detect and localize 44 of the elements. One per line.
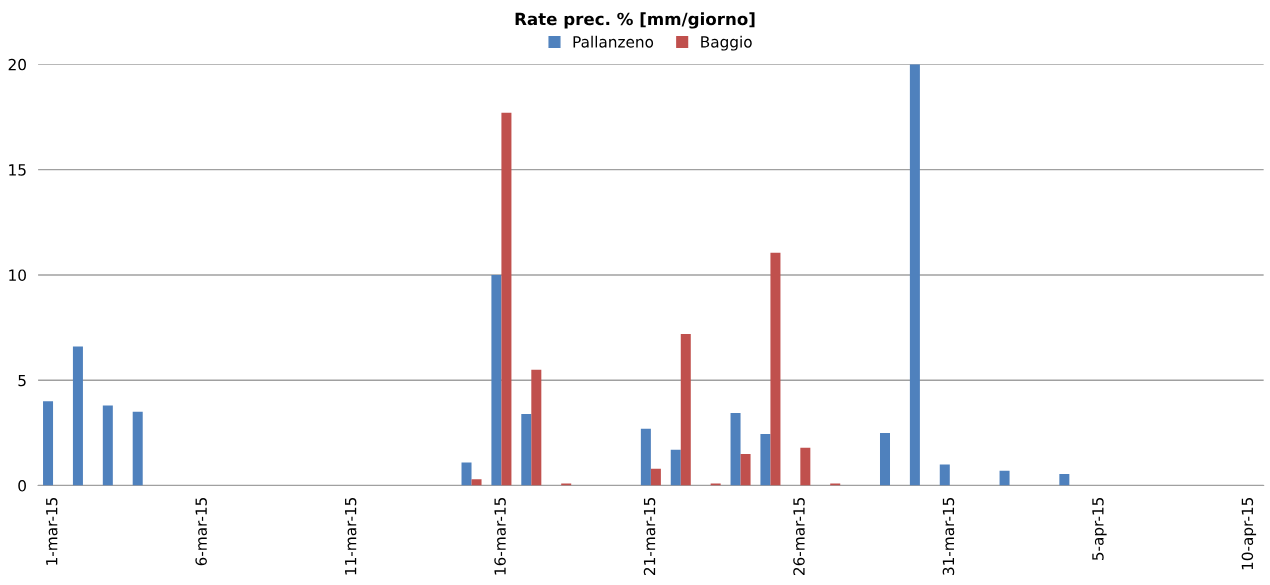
y-tick-label: 0 bbox=[18, 480, 26, 492]
bar bbox=[670, 449, 681, 486]
bar bbox=[501, 112, 512, 486]
chart-title: Rate prec. % [mm/giorno] bbox=[515, 12, 755, 29]
x-tick-label: 1-mar-15 bbox=[46, 497, 58, 565]
bar bbox=[650, 468, 661, 486]
bar bbox=[999, 470, 1010, 486]
y-tick-label: 5 bbox=[18, 374, 26, 387]
legend-label: Pallanzeno bbox=[573, 35, 654, 48]
bar bbox=[43, 401, 54, 486]
x-tick-label: 21-mar-15 bbox=[643, 497, 656, 575]
y-tick-label: 10 bbox=[9, 269, 26, 281]
y-tick-label: 20 bbox=[8, 58, 26, 71]
bar bbox=[830, 483, 841, 486]
bar bbox=[521, 413, 532, 486]
bar bbox=[740, 453, 751, 486]
x-tick-label: 16-mar-15 bbox=[494, 497, 506, 575]
x-tick-label: 31-mar-15 bbox=[942, 497, 955, 575]
bar bbox=[640, 428, 651, 486]
x-tick-label: 6-mar-15 bbox=[195, 497, 207, 566]
bar bbox=[102, 405, 113, 486]
bar bbox=[879, 432, 891, 486]
bar bbox=[680, 333, 691, 486]
bar bbox=[909, 64, 920, 486]
bar bbox=[132, 411, 143, 486]
bar bbox=[72, 346, 83, 486]
x-tick-label: 5-apr-15 bbox=[1092, 498, 1107, 561]
legend-label: Baggio bbox=[701, 35, 752, 51]
bar bbox=[770, 252, 781, 486]
bar bbox=[800, 447, 811, 486]
bar bbox=[760, 433, 771, 486]
bar bbox=[491, 274, 502, 486]
bar bbox=[531, 369, 542, 486]
bar bbox=[461, 462, 472, 486]
x-tick-label: 11-mar-15 bbox=[345, 497, 357, 575]
y-tick-label: 15 bbox=[9, 164, 26, 176]
x-tick-label: 10-apr-15 bbox=[1241, 498, 1257, 570]
bar bbox=[730, 412, 741, 486]
x-tick-label: 26-mar-15 bbox=[793, 497, 805, 575]
bar bbox=[561, 483, 572, 486]
bar bbox=[710, 483, 721, 486]
bar bbox=[1059, 473, 1070, 486]
bar bbox=[939, 464, 950, 486]
bar bbox=[471, 479, 482, 486]
